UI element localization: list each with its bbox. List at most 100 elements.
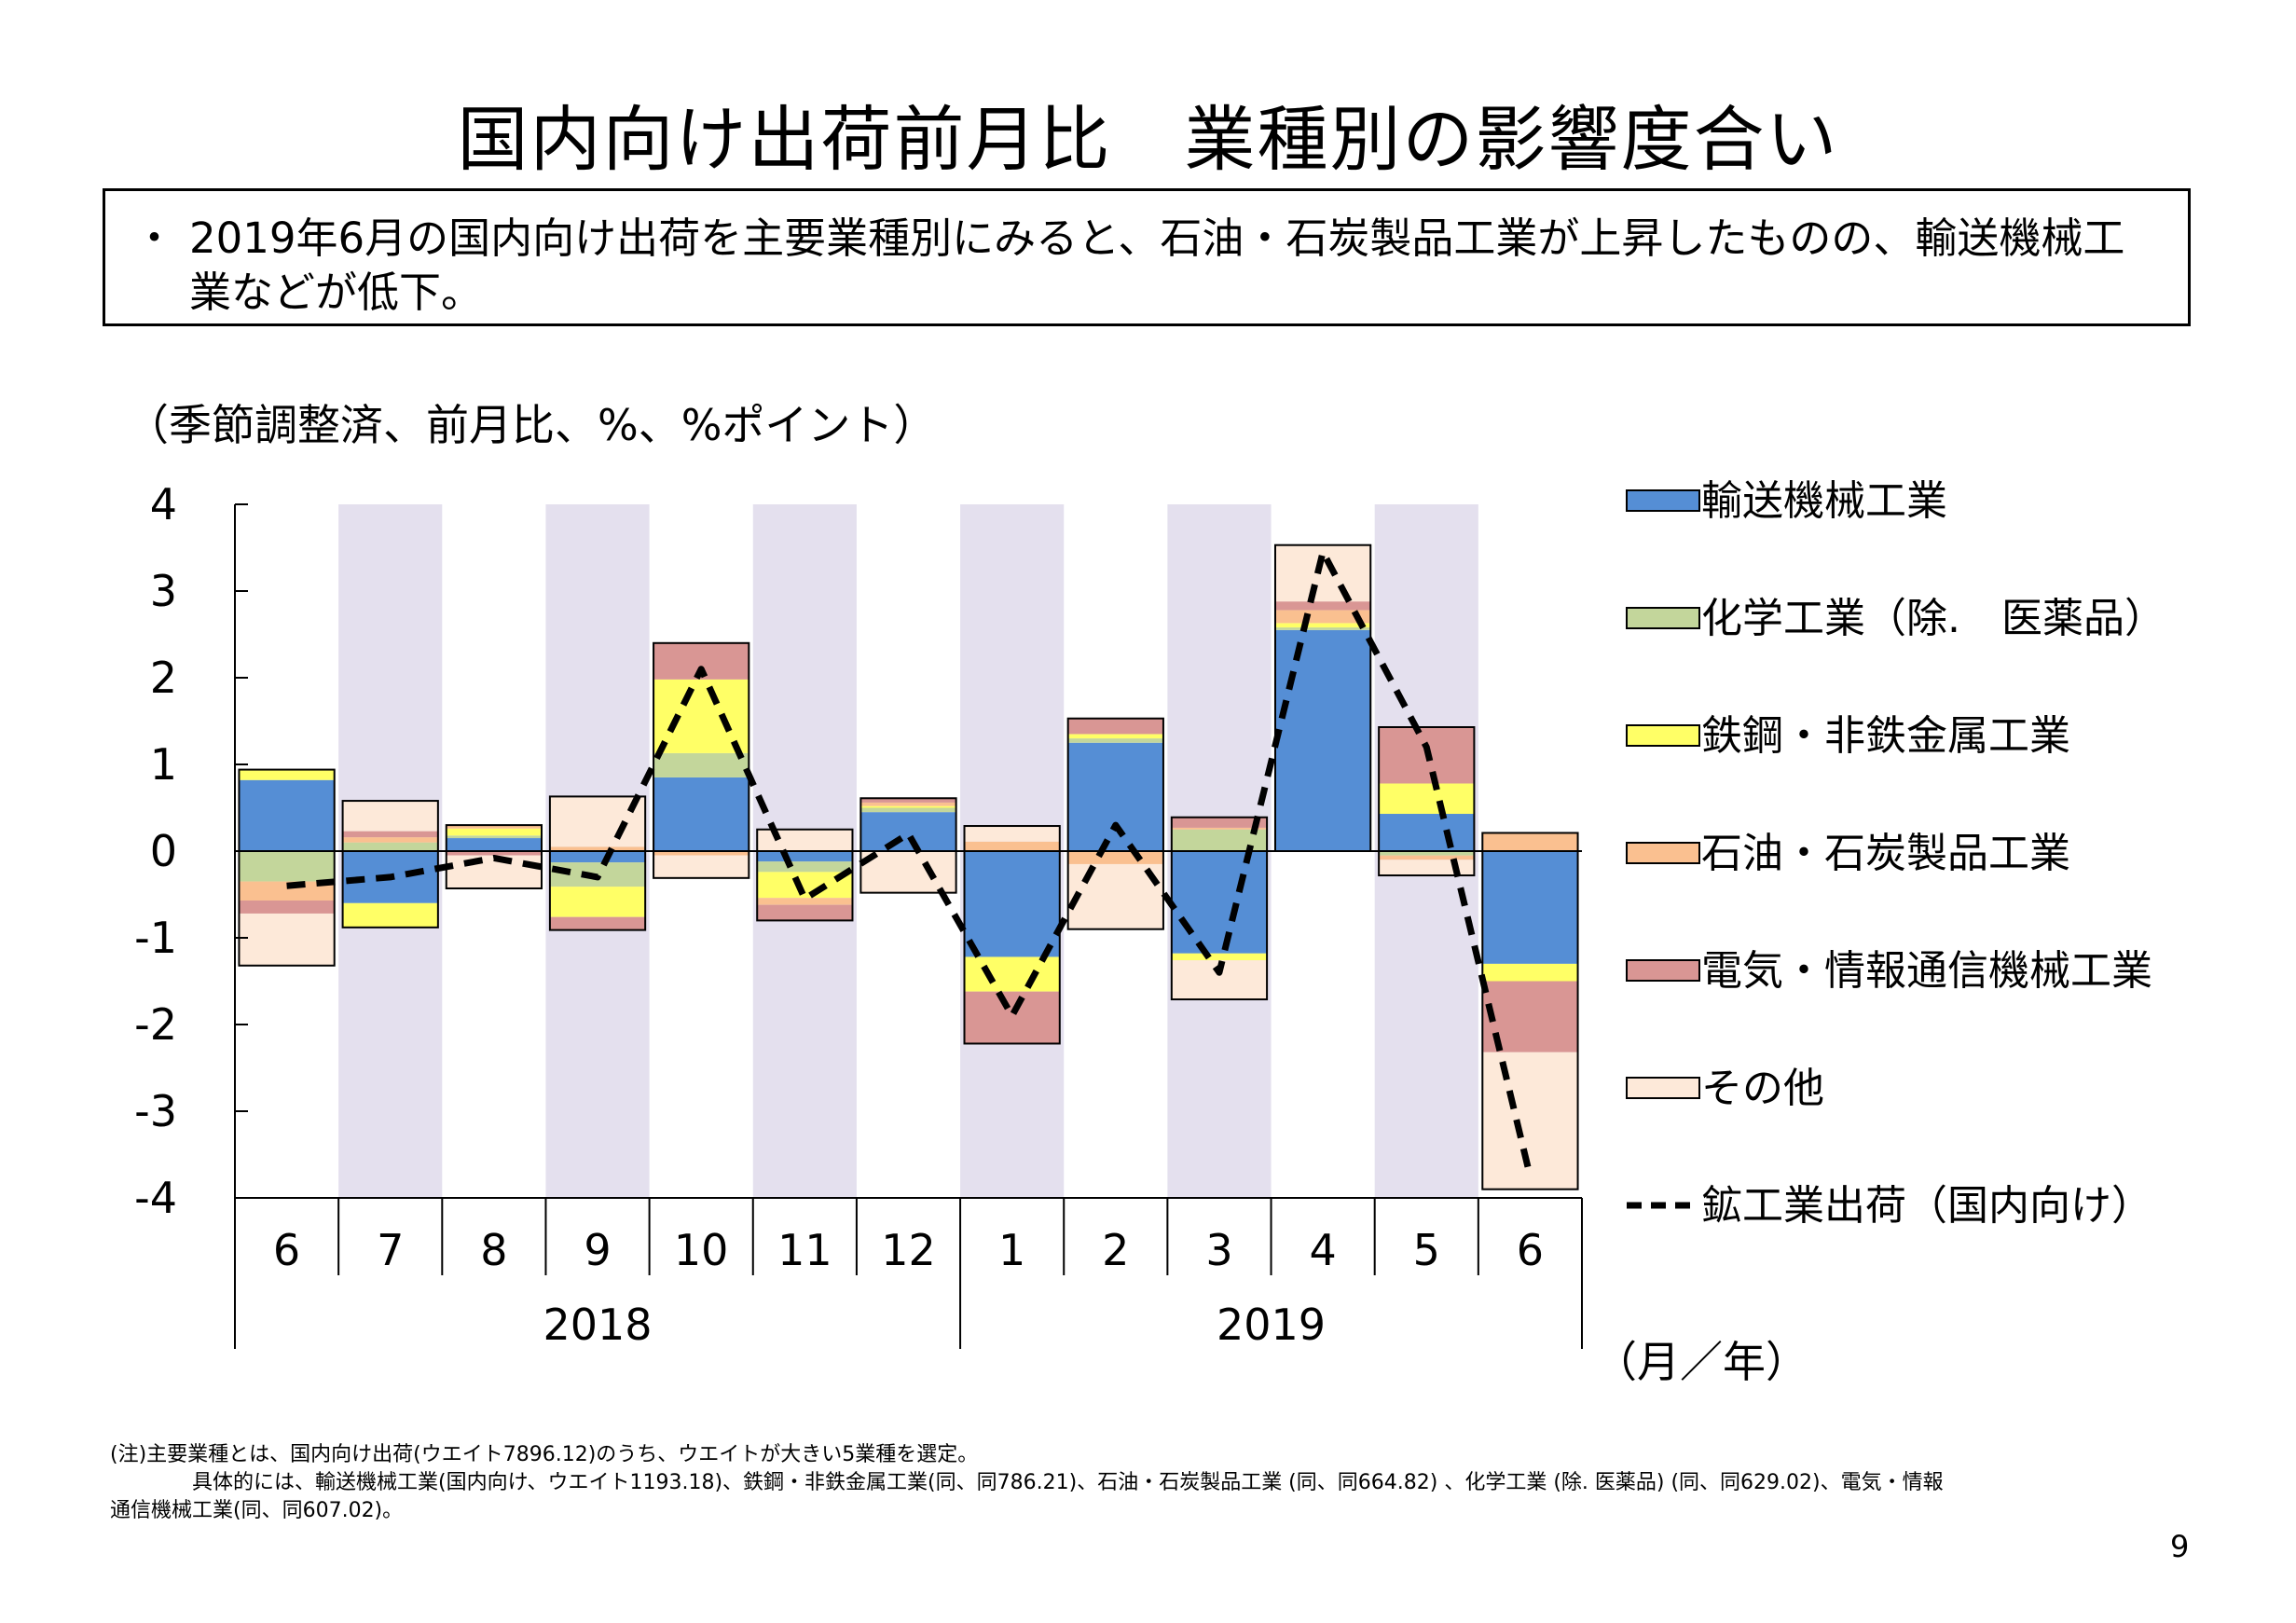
- bar-outline: [1378, 726, 1476, 877]
- bar-segment: [964, 841, 1060, 851]
- x-tick-label: 6: [1517, 1225, 1544, 1275]
- bar-segment: [1274, 544, 1371, 602]
- y-tick-label: -1: [134, 913, 177, 963]
- x-tick-label: 2: [1102, 1225, 1129, 1275]
- bar-segment: [860, 798, 956, 803]
- bar-segment: [239, 881, 335, 901]
- y-tick-label: -2: [134, 999, 177, 1050]
- y-tick-label: 2: [150, 653, 177, 703]
- bar-segment: [1482, 963, 1578, 982]
- x-tick-label: 10: [674, 1225, 729, 1275]
- bar-segment: [653, 752, 749, 777]
- bar-segment: [860, 851, 956, 893]
- bar-segment: [1171, 827, 1268, 830]
- footnote-line-1: (注)主要業種とは、国内向け出荷(ウエイト7896.12)のうち、ウエイトが大き…: [110, 1443, 979, 1466]
- bar-segment: [653, 777, 749, 851]
- bar-outline: [1481, 832, 1579, 1190]
- legend-label: 鉱工業出荷（国内向け）: [1701, 1182, 2152, 1230]
- legend-swatch: [1626, 607, 1700, 629]
- bar-segment: [1379, 814, 1475, 851]
- legend-swatch: [1626, 1077, 1700, 1099]
- bar-outline: [859, 797, 957, 894]
- bar-outline: [1066, 717, 1164, 930]
- bar-segment: [757, 904, 853, 921]
- bar-segment: [239, 769, 335, 780]
- total-line: [286, 548, 1533, 1177]
- bar-segment: [1379, 855, 1475, 860]
- x-tick-label: 5: [1413, 1225, 1440, 1275]
- bar-segment: [1482, 832, 1578, 851]
- bar-segment: [964, 956, 1060, 992]
- legend-swatch: [1626, 959, 1700, 982]
- bar-segment: [1171, 817, 1268, 828]
- bar-segment: [446, 835, 543, 839]
- year-label: 2018: [543, 1300, 652, 1350]
- bar-segment: [964, 851, 1060, 957]
- legend-swatch: [1626, 724, 1700, 747]
- bar-segment: [964, 991, 1060, 1044]
- x-tick-label: 11: [777, 1225, 832, 1275]
- bar-segment: [549, 916, 646, 930]
- bar-segment: [1274, 623, 1371, 628]
- bar-segment: [757, 898, 853, 905]
- bar-segment: [1379, 851, 1475, 856]
- bar-segment: [1274, 627, 1371, 630]
- bullet-mark: ・: [133, 213, 176, 263]
- bar-segment: [239, 913, 335, 966]
- bar-outline: [756, 828, 854, 922]
- bar-outline: [238, 768, 336, 967]
- bar-segment: [1274, 629, 1371, 851]
- footnote-line-3: 通信機械工業(同、同607.02)。: [110, 1499, 404, 1522]
- bar-segment: [653, 851, 749, 856]
- bar-stacks: [238, 543, 1579, 1190]
- y-tick-label: 0: [150, 826, 177, 876]
- bar-segment: [1067, 718, 1163, 735]
- bar-segment: [342, 837, 438, 843]
- x-tick-label: 8: [480, 1225, 507, 1275]
- page-title: 国内向け出荷前月比 業種別の影響度合い: [457, 98, 1839, 181]
- bar-segment: [1067, 851, 1163, 864]
- year-label: 2019: [1217, 1300, 1326, 1350]
- x-tick-label: 12: [881, 1225, 936, 1275]
- bar-segment: [1067, 742, 1163, 851]
- bar-segment: [757, 829, 853, 851]
- summary-box: ・ 2019年6月の国内向け出荷を主要業種別にみると、石油・石炭製品工業が上昇し…: [103, 188, 2191, 326]
- x-tick-label: 6: [273, 1225, 300, 1275]
- x-unit-label: （月／年）: [1594, 1337, 1808, 1387]
- bar-segment: [757, 861, 853, 873]
- bar-segment: [239, 851, 335, 882]
- bar-segment: [1482, 851, 1578, 964]
- bar-segment: [964, 826, 1060, 842]
- legend-swatch: [1626, 489, 1700, 512]
- bar-segment: [860, 812, 956, 851]
- bar-segment: [446, 828, 543, 836]
- bar-segment: [549, 887, 646, 917]
- x-tick-label: 9: [584, 1225, 611, 1275]
- legend-label: 鉄鋼・非鉄金属工業: [1701, 712, 2070, 760]
- bar-segment: [1067, 738, 1163, 743]
- bar-segment: [342, 902, 438, 928]
- legend-label: その他: [1701, 1065, 1824, 1112]
- bar-segment: [1482, 1052, 1578, 1190]
- bar-segment: [860, 802, 956, 806]
- bar-segment: [1171, 829, 1268, 851]
- page-number: 9: [2170, 1529, 2190, 1564]
- x-tick-label: 3: [1205, 1225, 1232, 1275]
- bar-segment: [342, 801, 438, 832]
- x-tick-label: 1: [998, 1225, 1025, 1275]
- bar-outline: [548, 795, 647, 931]
- legend-label: 電気・情報通信機械工業: [1701, 947, 2152, 995]
- bar-segment: [446, 851, 543, 856]
- y-tick-label: 3: [150, 566, 177, 616]
- bar-segment: [342, 842, 438, 851]
- bar-segment: [757, 851, 853, 862]
- bar-segment: [342, 831, 438, 838]
- bar-outline: [445, 824, 543, 889]
- bar-segment: [549, 846, 646, 851]
- bar-segment: [549, 851, 646, 863]
- x-tick-label: 7: [377, 1225, 404, 1275]
- footnote-line-2: 具体的には、輸送機械工業(国内向け、ウエイト1193.18)、鉄鋼・非鉄金属工業…: [192, 1471, 1944, 1494]
